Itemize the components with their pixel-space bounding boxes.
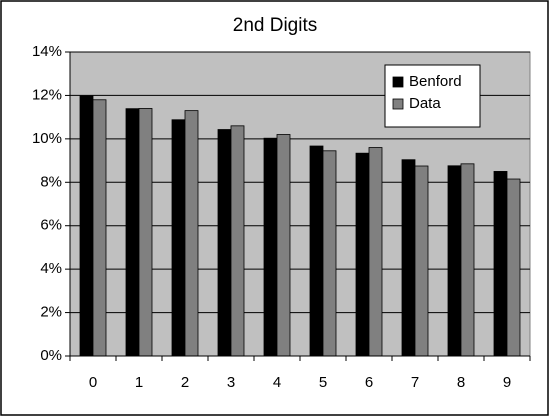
- x-tick-label: 8: [457, 374, 465, 391]
- bar: [309, 145, 324, 357]
- x-tick-label: 5: [319, 374, 327, 391]
- bar: [217, 129, 232, 357]
- legend-box: [384, 64, 481, 128]
- bar: [263, 137, 278, 357]
- bar: [276, 134, 291, 357]
- y-tick-label: 12%: [32, 86, 62, 103]
- bar: [171, 119, 186, 357]
- y-tick-label: 14%: [32, 43, 62, 60]
- y-tick-label: 10%: [32, 130, 62, 147]
- y-tick-label: 4%: [40, 260, 62, 277]
- y-tick-label: 2%: [40, 304, 62, 321]
- legend-label: Benford: [409, 73, 462, 90]
- bar: [322, 150, 337, 357]
- y-tick-label: 6%: [40, 217, 62, 234]
- bar: [138, 108, 153, 357]
- x-tick-label: 3: [227, 374, 235, 391]
- bar: [493, 171, 508, 357]
- legend-swatch: [392, 76, 404, 88]
- x-tick-label: 4: [273, 374, 281, 391]
- x-tick-label: 0: [89, 374, 97, 391]
- legend-label: Data: [409, 95, 441, 112]
- bar: [230, 125, 245, 357]
- x-tick-label: 9: [503, 374, 511, 391]
- legend-swatch: [392, 98, 404, 110]
- x-tick-label: 1: [135, 374, 143, 391]
- bar: [125, 108, 140, 357]
- y-tick-label: 8%: [40, 173, 62, 190]
- bar: [184, 110, 199, 357]
- bar: [79, 95, 94, 357]
- bar: [460, 163, 475, 357]
- y-tick-label: 0%: [40, 347, 62, 364]
- bar: [355, 152, 370, 357]
- bar: [506, 178, 521, 357]
- bar: [368, 147, 383, 357]
- x-tick-label: 2: [181, 374, 189, 391]
- bar: [92, 99, 107, 357]
- bar: [401, 159, 416, 357]
- x-tick-label: 6: [365, 374, 373, 391]
- bar: [447, 165, 462, 357]
- bar: [414, 165, 429, 357]
- x-tick-label: 7: [411, 374, 419, 391]
- chart-title: 2nd Digits: [233, 15, 318, 36]
